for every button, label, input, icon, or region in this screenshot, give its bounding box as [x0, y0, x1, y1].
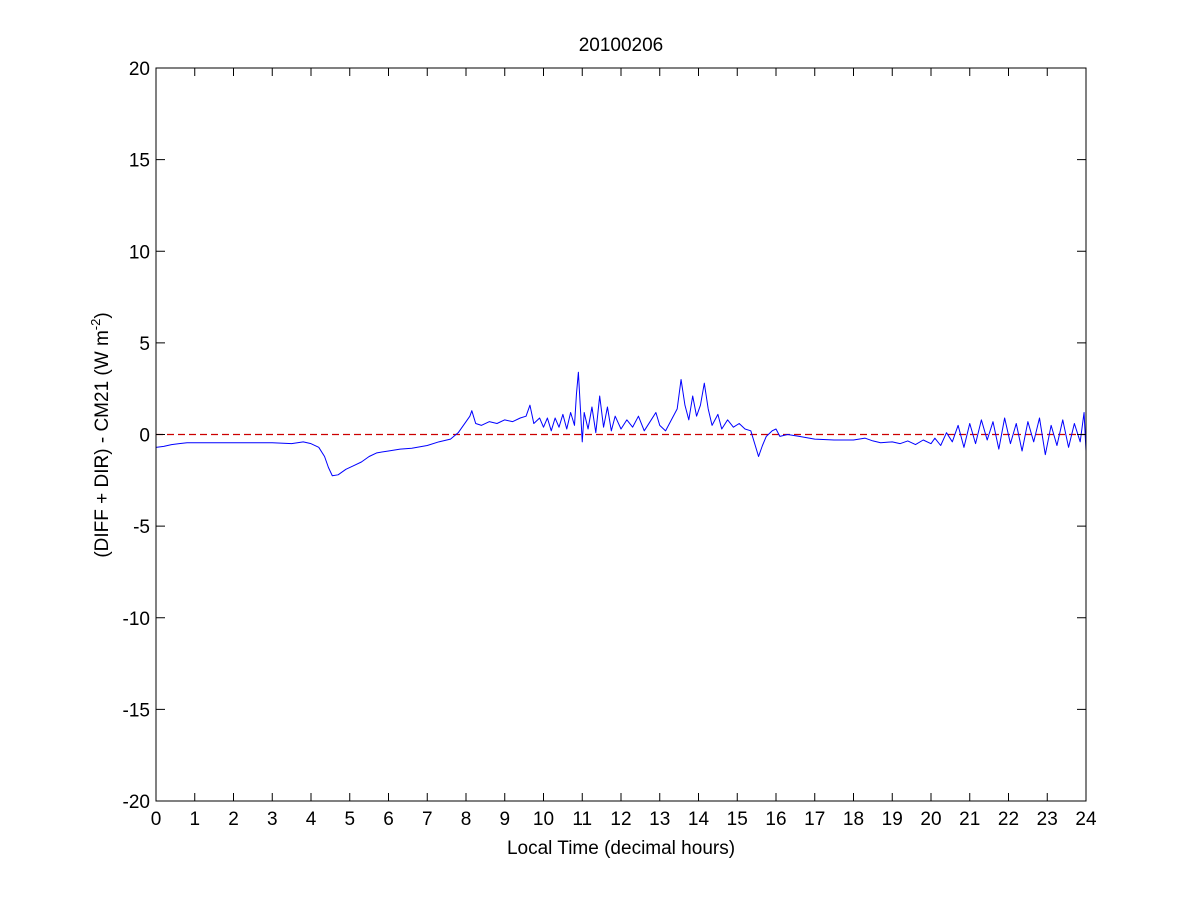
y-axis-ticks: -20 -15 -10 -5 0 5 10 15 20: [123, 59, 1086, 813]
y-tick-label: 15: [129, 151, 150, 172]
y-axis-label-main: (DIFF + DIR) - CM21 (W m: [92, 330, 113, 557]
x-axis-ticks: 0 1 2 3 4 5 6 7 8 9 10 11 12 13 14 15 16 17 18 19 20 21 22 23 24: [151, 68, 1097, 830]
x-tick-label: 20: [920, 809, 941, 830]
x-tick-label: 14: [688, 809, 710, 830]
x-tick-label: 6: [383, 809, 394, 830]
y-tick-label: 5: [139, 334, 150, 355]
x-tick-label: 10: [533, 809, 554, 830]
x-tick-label: 4: [306, 809, 317, 830]
y-axis-label-close: ): [92, 312, 113, 318]
x-tick-label: 12: [610, 809, 631, 830]
y-tick-label: -15: [123, 700, 150, 721]
series-layer: [155, 371, 1087, 477]
x-tick-label: 23: [1037, 809, 1058, 830]
y-tick-label: 10: [129, 242, 150, 263]
x-tick-label: 11: [572, 809, 592, 830]
x-tick-label: 17: [804, 809, 825, 830]
y-tick-label: -20: [123, 792, 150, 813]
x-tick-label: 18: [843, 809, 864, 830]
y-axis-label-superscript: -2: [88, 319, 103, 331]
x-tick-label: 13: [649, 809, 670, 830]
x-tick-label: 8: [461, 809, 472, 830]
x-tick-label: 7: [422, 809, 433, 830]
x-tick-label: 24: [1075, 809, 1097, 830]
x-tick-label: 15: [727, 809, 748, 830]
x-tick-label: 0: [151, 809, 162, 830]
x-tick-label: 19: [882, 809, 903, 830]
y-tick-label: 0: [139, 426, 150, 447]
x-tick-label: 21: [959, 809, 980, 830]
x-axis-label: Local Time (decimal hours): [507, 838, 735, 859]
x-tick-label: 2: [228, 809, 239, 830]
y-tick-label: -5: [133, 517, 150, 538]
y-tick-label: -10: [123, 609, 150, 630]
x-tick-label: 5: [344, 809, 355, 830]
x-tick-label: 16: [765, 809, 786, 830]
x-tick-label: 1: [189, 809, 200, 830]
x-tick-label: 3: [267, 809, 278, 830]
x-tick-label: 22: [998, 809, 1019, 830]
chart-title: 20100206: [579, 35, 664, 56]
y-axis-label: (DIFF + DIR) - CM21 (W m-2): [88, 312, 113, 557]
y-tick-label: 20: [129, 59, 150, 80]
series-line-0: [155, 371, 1087, 477]
x-tick-label: 9: [499, 809, 510, 830]
